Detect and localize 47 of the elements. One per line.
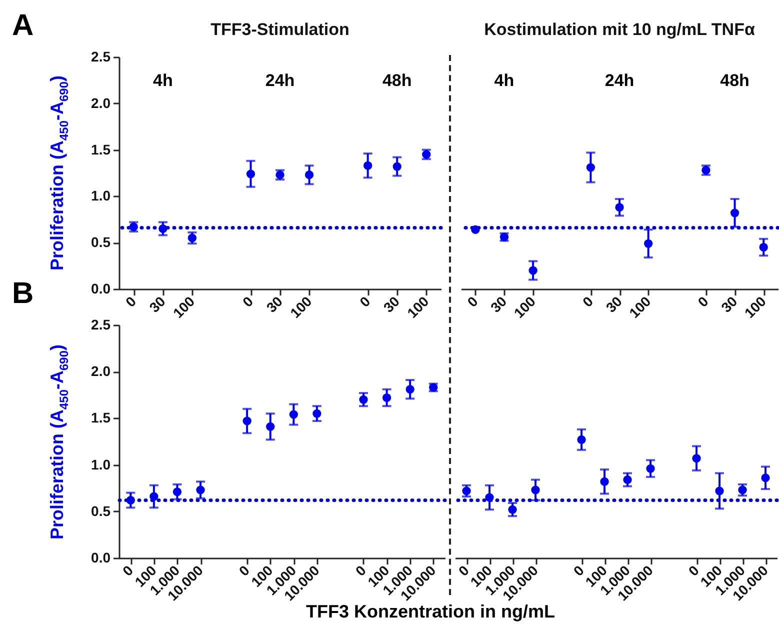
- x-tick-label: 0: [579, 292, 596, 310]
- chart-title: Kostimulation mit 10 ng/mL TNFα: [484, 20, 756, 39]
- x-tick-label: 0: [694, 292, 712, 310]
- y-tick-label: 1.0: [91, 456, 111, 472]
- x-tick-label: 30: [146, 292, 169, 316]
- y-tick-label: 0.0: [91, 550, 111, 566]
- x-tick-label: 0: [122, 292, 140, 310]
- annotation: 48h: [382, 71, 412, 90]
- text: A: [12, 9, 34, 43]
- annotation: 24h: [604, 71, 634, 90]
- x-tick-label: 30: [487, 292, 510, 316]
- annotation: 4h: [494, 71, 514, 90]
- x-tick-label: 0: [239, 292, 256, 310]
- x-axis-title: TFF3 Konzentration in ng/mL: [306, 602, 555, 622]
- x-tick-label: 0: [464, 292, 481, 310]
- y-tick-label: 2.5: [91, 316, 111, 332]
- y-tick-label: 0.0: [91, 280, 111, 296]
- chart-title: TFF3-Stimulation: [210, 20, 350, 39]
- y-tick-label: 2.0: [91, 94, 111, 111]
- x-tick-label: 100: [170, 292, 198, 321]
- x-tick-label: 30: [602, 292, 626, 316]
- y-tick-label: 0.5: [91, 502, 111, 519]
- x-tick-label: 100: [510, 292, 539, 321]
- y-tick-label: 0.5: [91, 234, 111, 250]
- y-tick-label: 2.0: [91, 363, 111, 380]
- x-tick-label: 100: [404, 292, 432, 321]
- text: B: [12, 277, 34, 311]
- x-tick-label: 0: [356, 292, 374, 310]
- x-tick-label: 0: [570, 562, 588, 579]
- annotation: 4h: [152, 71, 173, 90]
- x-tick-label: 100: [626, 292, 654, 321]
- x-tick-label: 100: [286, 292, 315, 321]
- x-tick-label: 30: [718, 292, 740, 316]
- y-tick-label: 1.0: [91, 188, 111, 204]
- annotation: 48h: [720, 71, 750, 90]
- x-tick-label: 100: [741, 292, 770, 321]
- annotation: 24h: [265, 71, 295, 90]
- x-tick-label: 0: [455, 562, 472, 579]
- y-tick-label: 1.5: [91, 410, 111, 426]
- x-tick-label: 30: [263, 292, 286, 316]
- y-tick-label: 1.5: [91, 141, 111, 158]
- y-tick-label: 2.5: [91, 48, 111, 64]
- x-tick-label: 0: [685, 562, 702, 579]
- x-tick-label: 30: [380, 292, 403, 316]
- x-tick-label: 0: [352, 562, 370, 579]
- x-tick-label: 0: [119, 562, 136, 579]
- x-tick-label: 0: [236, 562, 253, 579]
